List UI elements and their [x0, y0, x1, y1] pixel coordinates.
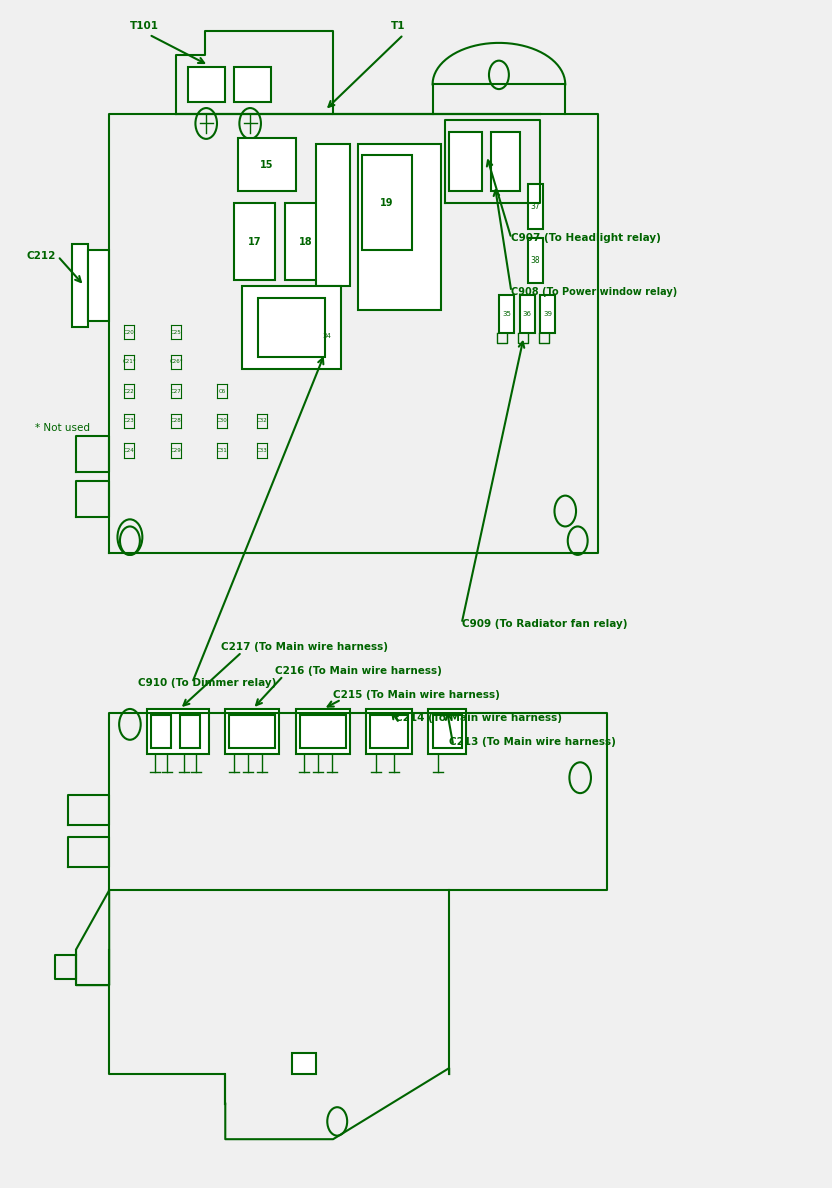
Text: C30: C30 — [216, 418, 227, 423]
Text: 37: 37 — [531, 202, 540, 211]
FancyBboxPatch shape — [230, 715, 275, 748]
Text: C26*: C26* — [170, 359, 183, 365]
FancyBboxPatch shape — [151, 715, 171, 748]
FancyBboxPatch shape — [234, 67, 271, 102]
Text: 39: 39 — [543, 311, 552, 317]
FancyBboxPatch shape — [370, 715, 408, 748]
Text: C32: C32 — [256, 418, 267, 423]
FancyBboxPatch shape — [362, 156, 412, 251]
FancyBboxPatch shape — [146, 709, 209, 754]
Text: 18: 18 — [299, 236, 313, 247]
Text: C27: C27 — [171, 388, 181, 394]
Text: C217 (To Main wire harness): C217 (To Main wire harness) — [221, 643, 389, 652]
FancyBboxPatch shape — [238, 138, 295, 191]
Text: C213 (To Main wire harness): C213 (To Main wire harness) — [449, 737, 616, 747]
FancyBboxPatch shape — [88, 251, 109, 322]
FancyBboxPatch shape — [180, 715, 201, 748]
FancyBboxPatch shape — [449, 132, 483, 191]
FancyBboxPatch shape — [491, 132, 520, 191]
Text: 34: 34 — [323, 333, 332, 339]
FancyBboxPatch shape — [320, 322, 333, 350]
FancyBboxPatch shape — [295, 709, 349, 754]
FancyBboxPatch shape — [234, 203, 275, 280]
Text: C31: C31 — [216, 448, 227, 453]
Text: C909 (To Radiator fan relay): C909 (To Radiator fan relay) — [462, 619, 627, 628]
FancyBboxPatch shape — [528, 239, 542, 284]
Text: C28: C28 — [171, 418, 181, 423]
Text: C212: C212 — [27, 251, 56, 261]
Text: 36: 36 — [522, 311, 532, 317]
Text: C25: C25 — [171, 329, 181, 335]
Text: C22: C22 — [124, 388, 135, 394]
FancyBboxPatch shape — [358, 144, 441, 310]
FancyBboxPatch shape — [242, 286, 341, 368]
FancyBboxPatch shape — [292, 1053, 316, 1074]
Text: C214 (To Main wire harness): C214 (To Main wire harness) — [395, 714, 562, 723]
Text: C6: C6 — [218, 388, 225, 394]
Text: C23: C23 — [124, 418, 135, 423]
Text: 35: 35 — [502, 311, 511, 317]
Text: T101: T101 — [130, 21, 159, 31]
Text: C33: C33 — [256, 448, 267, 453]
FancyBboxPatch shape — [285, 203, 326, 280]
Text: C910 (To Dimmer relay): C910 (To Dimmer relay) — [138, 678, 276, 688]
FancyBboxPatch shape — [520, 296, 535, 334]
FancyBboxPatch shape — [188, 67, 225, 102]
FancyBboxPatch shape — [259, 298, 324, 356]
FancyBboxPatch shape — [540, 296, 555, 334]
Text: C29: C29 — [171, 448, 181, 453]
Text: C216 (To Main wire harness): C216 (To Main wire harness) — [275, 666, 442, 676]
Text: C908 (To Power window relay): C908 (To Power window relay) — [512, 286, 677, 297]
Text: * Not used: * Not used — [35, 423, 90, 434]
Text: 15: 15 — [260, 160, 274, 170]
Text: C20: C20 — [124, 329, 135, 335]
Text: 19: 19 — [380, 198, 394, 208]
Text: T1: T1 — [391, 21, 406, 31]
FancyBboxPatch shape — [428, 709, 466, 754]
FancyBboxPatch shape — [366, 709, 412, 754]
Text: C907 (To Headlight relay): C907 (To Headlight relay) — [512, 233, 661, 244]
FancyBboxPatch shape — [225, 709, 280, 754]
Text: 38: 38 — [531, 257, 540, 265]
FancyBboxPatch shape — [433, 715, 462, 748]
Text: C215 (To Main wire harness): C215 (To Main wire harness) — [333, 690, 500, 700]
FancyBboxPatch shape — [528, 184, 542, 229]
Text: C24: C24 — [124, 448, 135, 453]
FancyBboxPatch shape — [72, 245, 88, 328]
FancyBboxPatch shape — [300, 715, 345, 748]
FancyBboxPatch shape — [316, 144, 349, 286]
Text: 17: 17 — [248, 236, 261, 247]
Text: C21*: C21* — [122, 359, 136, 365]
FancyBboxPatch shape — [499, 296, 514, 334]
